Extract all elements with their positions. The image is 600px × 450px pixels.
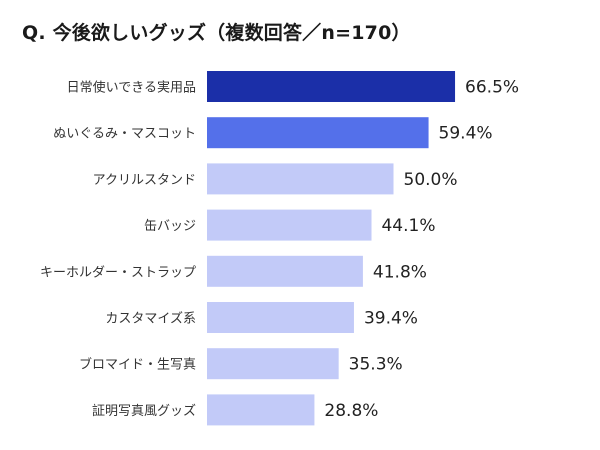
category-label: カスタマイズ系 xyxy=(105,311,196,327)
chart-title: Q. 今後欲しいグッズ（複数回答／n=170） xyxy=(22,22,411,44)
bar xyxy=(207,255,363,287)
bar xyxy=(207,71,456,102)
value-label: 50.0% xyxy=(404,170,458,190)
category-label: 缶バッジ xyxy=(144,219,196,234)
category-label: 証明写真風グッズ xyxy=(92,403,196,419)
bar xyxy=(207,209,372,241)
value-label: 59.4% xyxy=(439,124,493,144)
bar xyxy=(207,302,354,333)
category-label: 日常使いできる実用品 xyxy=(67,80,196,96)
value-label: 28.8% xyxy=(324,401,378,421)
bar xyxy=(207,163,394,195)
value-label: 39.4% xyxy=(364,309,418,329)
value-label: 41.8% xyxy=(373,262,427,282)
value-label: 66.5% xyxy=(465,78,519,98)
category-label: アクリルスタンド xyxy=(93,173,196,188)
category-label: ぬいぐるみ・マスコット xyxy=(53,127,196,142)
category-label: ブロマイド・生写真 xyxy=(79,357,196,373)
bar xyxy=(207,394,315,426)
value-label: 44.1% xyxy=(381,216,435,236)
category-label: キーホルダー・ストラップ xyxy=(40,265,196,280)
bar xyxy=(207,117,429,149)
value-label: 35.3% xyxy=(349,355,403,375)
bar xyxy=(207,348,339,380)
